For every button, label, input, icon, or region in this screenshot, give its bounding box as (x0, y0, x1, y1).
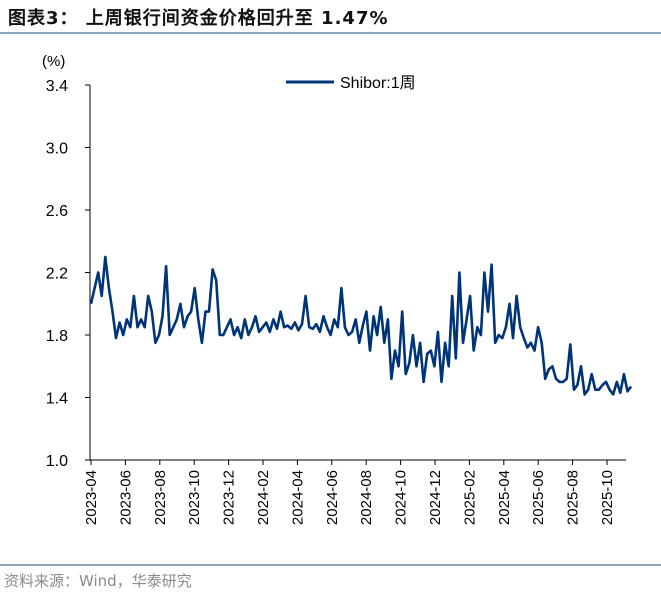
x-tick-label: 2025-06 (530, 470, 547, 525)
x-tick-label: 2025-04 (496, 470, 513, 525)
x-tick-label: 2024-10 (393, 470, 410, 525)
x-tick-label: 2023-12 (221, 470, 238, 525)
title-divider (0, 32, 661, 34)
x-tick-label: 2024-06 (324, 470, 341, 525)
y-tick-label: 1.0 (46, 453, 68, 470)
line-chart: (%) 1.0 1.4 1.8 2.2 2.6 3.0 3.4 2023-04 2023-06 20… (42, 53, 633, 525)
x-tick-label: 2024-04 (289, 470, 306, 525)
x-tick-label: 2024-02 (255, 470, 272, 525)
y-tick-label: 1.8 (46, 328, 68, 345)
x-tick-label: 2025-02 (461, 470, 478, 525)
x-tick-label: 2024-12 (427, 470, 444, 525)
y-tick-label: 2.6 (46, 203, 68, 220)
y-axis-label: (%) (42, 53, 65, 70)
x-tick-label: 2023-06 (117, 470, 134, 525)
x-tick-label: 2023-08 (152, 470, 169, 525)
figure-title: 图表3： 上周银行间资金价格回升至 1.47% (8, 8, 389, 29)
x-tick-label: 2023-04 (83, 470, 100, 525)
x-tick-label: 2025-10 (599, 470, 616, 525)
source-note: 资料来源：Wind，华泰研究 (4, 572, 192, 590)
y-tick-label: 1.4 (46, 391, 68, 408)
y-tick-label: 3.4 (46, 78, 68, 95)
y-tick-label: 3.0 (46, 141, 68, 158)
x-tick-label: 2023-10 (186, 470, 203, 525)
x-tick-label: 2025-08 (565, 470, 582, 525)
x-tick-label: 2024-08 (358, 470, 375, 525)
series-line-shibor-1w (89, 255, 633, 396)
y-tick-label: 2.2 (46, 266, 68, 283)
source-divider (0, 564, 661, 566)
legend-label: Shibor:1周 (340, 75, 416, 92)
